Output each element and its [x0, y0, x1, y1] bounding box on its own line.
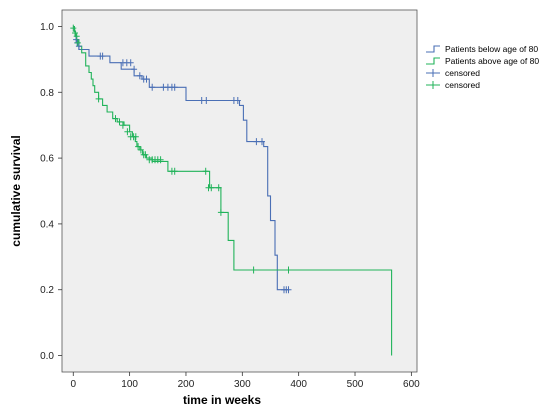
- censor-mark: [116, 118, 123, 126]
- censor-mark: [202, 167, 209, 175]
- censor-marks: [70, 24, 292, 294]
- censor-mark: [234, 97, 241, 104]
- censor-mark: [171, 167, 178, 175]
- legend-label: censored: [445, 80, 480, 90]
- y-tick-label: 0.4: [40, 219, 54, 230]
- x-tick-label: 400: [290, 379, 307, 390]
- y-tick-label: 0.0: [40, 351, 54, 362]
- axes: 0 100 200 300 400 500 600 0.0 0.2 0.4 0.6 0.8 1.0: [40, 22, 420, 390]
- censor-mark: [208, 184, 215, 192]
- censor-mark: [99, 52, 106, 60]
- y-axis-label: cumulative survival: [9, 135, 23, 246]
- legend-item: censored: [426, 68, 480, 78]
- censor-mark: [217, 208, 224, 216]
- y-tick-label: 1.0: [40, 22, 54, 33]
- x-tick-label: 0: [70, 379, 76, 390]
- legend: Patients below age of 80 Patients above a…: [426, 44, 539, 90]
- x-tick-label: 300: [234, 379, 251, 390]
- censor-mark: [131, 65, 138, 73]
- censor-mark: [137, 146, 144, 154]
- censor-mark: [143, 75, 150, 83]
- x-tick-label: 100: [121, 379, 138, 390]
- censor-mark: [250, 266, 257, 274]
- censor-mark: [285, 286, 292, 294]
- x-tick-label: 200: [178, 379, 195, 390]
- censor-mark: [171, 83, 178, 91]
- censor-mark: [132, 133, 139, 141]
- censor-mark: [157, 156, 164, 164]
- censor-mark: [74, 39, 81, 47]
- censor-mark: [135, 143, 142, 151]
- legend-plus-swatch: [426, 81, 440, 89]
- censor-mark: [124, 128, 131, 136]
- legend-label: Patients below age of 80: [445, 44, 538, 54]
- censor-mark: [149, 83, 156, 91]
- legend-item: Patients above age of 80: [426, 56, 539, 66]
- y-tick-label: 0.2: [40, 285, 54, 296]
- legend-label: Patients above age of 80: [445, 56, 539, 66]
- legend-step-swatch: [426, 57, 440, 65]
- censor-mark: [259, 138, 265, 146]
- legend-plus-swatch: [426, 69, 440, 77]
- x-axis-label: time in weeks: [183, 393, 261, 407]
- censor-mark: [142, 151, 149, 159]
- censor-mark: [119, 121, 126, 129]
- legend-label: censored: [445, 68, 480, 78]
- censor-mark: [75, 42, 82, 50]
- censor-mark: [73, 32, 80, 40]
- x-tick-label: 500: [347, 379, 364, 390]
- censor-mark: [215, 184, 222, 192]
- censor-mark: [285, 266, 292, 274]
- legend-item: censored: [426, 80, 480, 90]
- y-tick-label: 0.6: [40, 154, 54, 165]
- censor-mark: [112, 115, 119, 123]
- censor-mark: [127, 59, 134, 67]
- censor-mark: [70, 24, 77, 32]
- censor-mark: [95, 95, 102, 103]
- legend-step-swatch: [426, 45, 440, 53]
- plot-area: [61, 9, 418, 373]
- censor-mark: [253, 138, 260, 146]
- y-tick-label: 0.8: [40, 88, 54, 99]
- x-tick-label: 600: [403, 379, 420, 390]
- censor-mark: [136, 72, 143, 80]
- censor-mark: [203, 97, 210, 104]
- legend-item: Patients below age of 80: [426, 44, 538, 54]
